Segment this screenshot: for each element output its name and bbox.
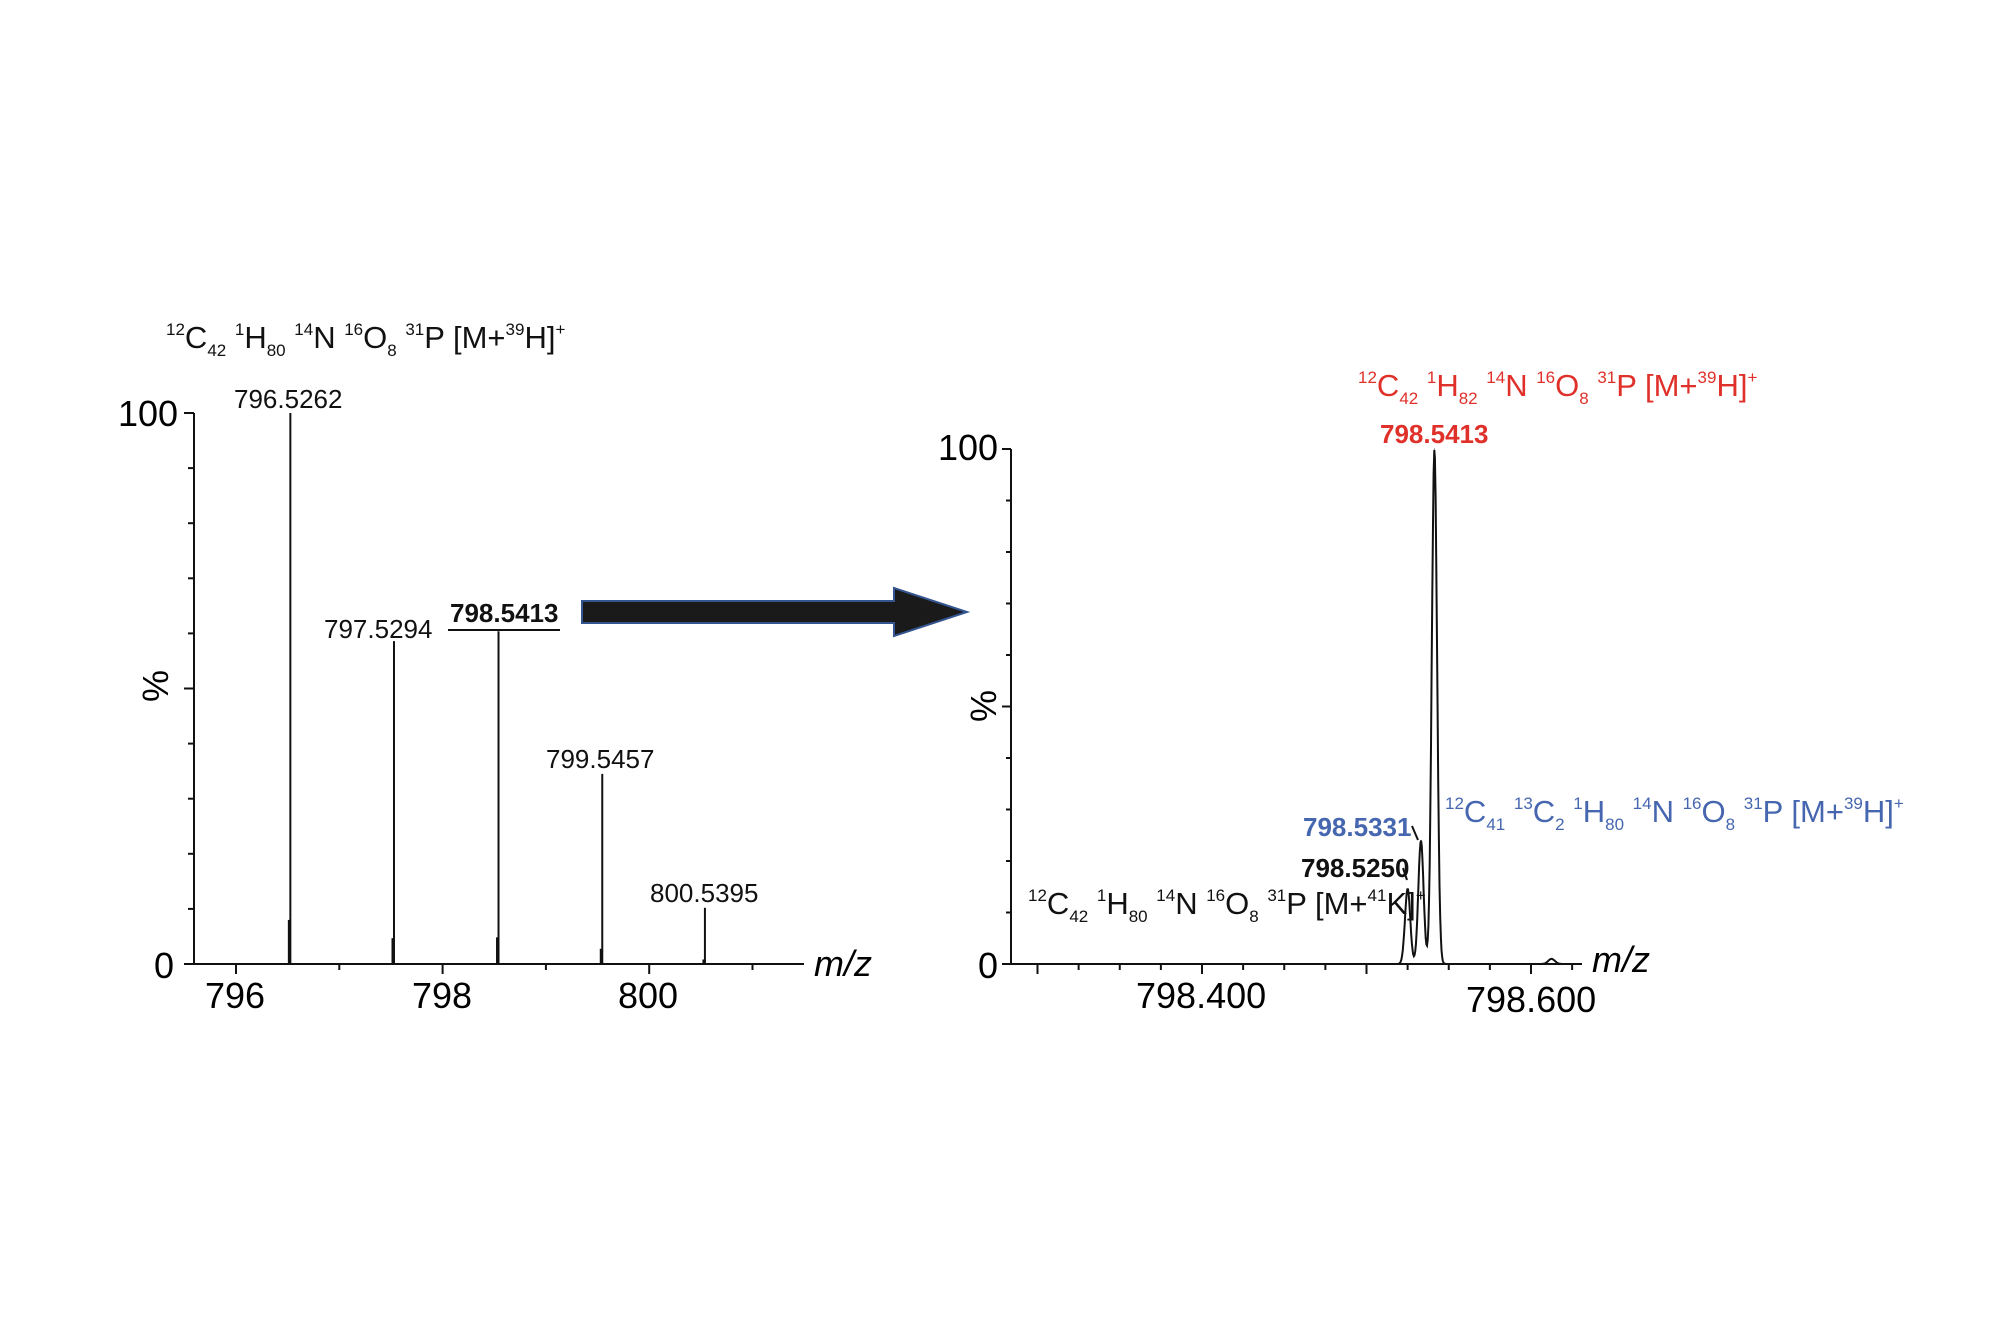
right-arrow-icon	[581, 586, 971, 638]
right-peak-marker-798.5413	[1433, 448, 1435, 450]
right-xtick-798600: 798.600	[1466, 979, 1597, 1020]
right-peak-label-798.5413: 798.5413	[1380, 419, 1489, 449]
left-xtick-798: 798	[412, 975, 473, 1016]
left-peak-label-1: 797.5294	[324, 614, 433, 644]
left-xtick-796: 796	[205, 975, 266, 1016]
left-formula: 12C42 1H80 14N 16O8 31P [M+39H]+	[166, 320, 566, 360]
right-formula-blue: 12C41 13C2 1H80 14N 16O8 31P [M+39H]+	[1445, 794, 1904, 834]
right-peak-label-798.5250: 798.5250	[1301, 853, 1410, 883]
left-ytick-100: 100	[118, 393, 179, 434]
right-peak-marker-798.5250	[1407, 888, 1409, 890]
right-ytick-0: 0	[978, 945, 999, 986]
right-peak-marker-798.5331	[1420, 839, 1422, 841]
right-leader-798.5331	[1411, 825, 1419, 841]
right-leader-798.5250	[1402, 867, 1408, 881]
right-ylabel: %	[963, 689, 1005, 723]
left-xlabel: m/z	[814, 943, 872, 984]
right-spectrum-trace	[1379, 449, 1572, 965]
right-xlabel: m/z	[1592, 939, 1650, 980]
right-formula-red: 12C42 1H82 14N 16O8 31P [M+39H]+	[1358, 368, 1758, 408]
left-peak-label-2: 798.5413	[448, 600, 561, 631]
left-ylabel: %	[135, 669, 177, 703]
left-peak-label-0: 796.5262	[234, 384, 343, 414]
left-peak-label-3: 799.5457	[546, 744, 655, 774]
right-ytick-100: 100	[938, 427, 999, 468]
right-xtick-798400: 798.400	[1136, 975, 1267, 1016]
left-ytick-0: 0	[154, 945, 175, 986]
left-xtick-800: 800	[618, 975, 679, 1016]
right-peak-label-798.5331: 798.5331	[1303, 812, 1412, 842]
left-peak-label-4: 800.5395	[650, 878, 759, 908]
right-formula-black: 12C42 1H80 14N 16O8 31P [M+41K]+	[1028, 886, 1426, 926]
